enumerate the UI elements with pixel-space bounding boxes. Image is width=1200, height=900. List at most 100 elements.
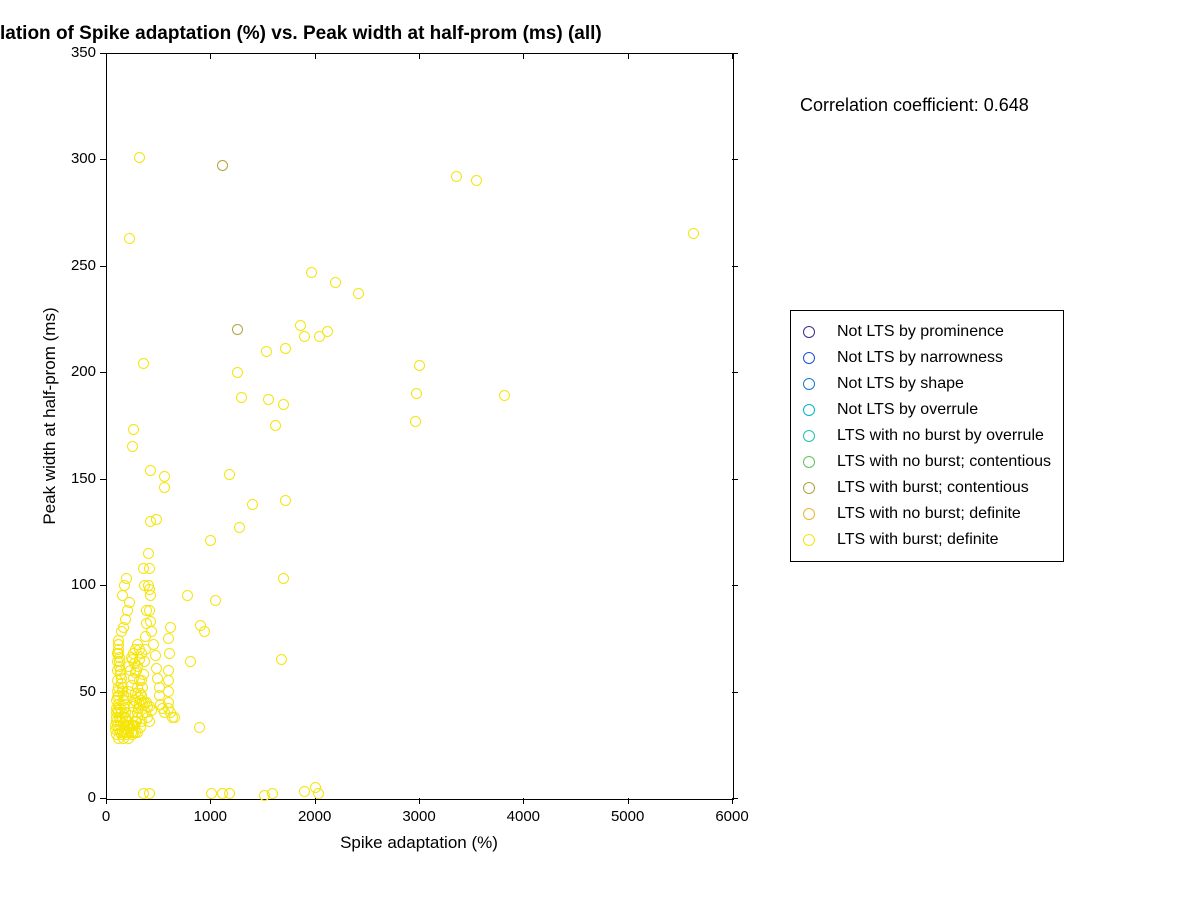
scatter-point (280, 495, 291, 506)
legend-label: LTS with burst; definite (837, 531, 999, 549)
y-tick (732, 372, 738, 373)
x-axis-label: Spike adaptation (%) (106, 833, 732, 853)
scatter-point (145, 465, 156, 476)
legend-item: LTS with no burst; definite (803, 501, 1051, 527)
x-tick-label: 4000 (498, 808, 548, 825)
scatter-point (151, 663, 162, 674)
y-tick (100, 479, 106, 480)
chart-title: lation of Spike adaptation (%) vs. Peak … (0, 23, 602, 45)
legend-label: LTS with no burst by overrule (837, 427, 1044, 445)
y-tick (732, 692, 738, 693)
legend-marker-icon (803, 456, 815, 468)
y-tick (732, 266, 738, 267)
x-tick (315, 798, 316, 804)
scatter-point (314, 331, 325, 342)
y-tick (100, 372, 106, 373)
legend-marker-icon (803, 404, 815, 416)
y-tick (100, 53, 106, 54)
scatter-point (163, 633, 174, 644)
scatter-point (169, 712, 180, 723)
scatter-point (232, 367, 243, 378)
x-tick-label: 5000 (603, 808, 653, 825)
y-axis-label: Peak width at half-prom (ms) (40, 291, 60, 541)
y-tick-label: 350 (71, 44, 96, 61)
scatter-point (205, 535, 216, 546)
x-tick (106, 798, 107, 804)
legend: Not LTS by prominence Not LTS by narrowne… (790, 310, 1064, 562)
legend-label: Not LTS by prominence (837, 323, 1004, 341)
y-tick (100, 692, 106, 693)
scatter-point (414, 360, 425, 371)
legend-item: LTS with no burst by overrule (803, 423, 1051, 449)
scatter-point (143, 548, 154, 559)
legend-marker-icon (803, 534, 815, 546)
scatter-point (299, 786, 310, 797)
scatter-point (353, 288, 364, 299)
x-tick-label: 2000 (290, 808, 340, 825)
y-tick (732, 159, 738, 160)
y-tick-label: 150 (71, 470, 96, 487)
x-tick-label: 0 (81, 808, 131, 825)
scatter-point (163, 665, 174, 676)
legend-item: Not LTS by narrowness (803, 345, 1051, 371)
scatter-point (127, 441, 138, 452)
x-tick (628, 53, 629, 59)
legend-label: LTS with no burst; definite (837, 505, 1021, 523)
legend-label: Not LTS by narrowness (837, 349, 1003, 367)
y-tick-label: 100 (71, 576, 96, 593)
x-tick-label: 3000 (394, 808, 444, 825)
legend-label: Not LTS by shape (837, 375, 964, 393)
scatter-point (278, 399, 289, 410)
scatter-point (164, 648, 175, 659)
legend-marker-icon (803, 482, 815, 494)
x-tick (523, 798, 524, 804)
scatter-point (159, 482, 170, 493)
x-tick-label: 6000 (707, 808, 757, 825)
legend-item: LTS with no burst; contentious (803, 449, 1051, 475)
scatter-point (134, 644, 145, 655)
scatter-point (224, 469, 235, 480)
scatter-point (112, 665, 123, 676)
x-tick (315, 53, 316, 59)
y-tick (732, 585, 738, 586)
scatter-point (451, 171, 462, 182)
y-tick-label: 200 (71, 363, 96, 380)
legend-item: LTS with burst; definite (803, 527, 1051, 553)
x-tick (106, 53, 107, 59)
scatter-point (261, 346, 272, 357)
scatter-point (471, 175, 482, 186)
scatter-point (128, 424, 139, 435)
y-tick (100, 266, 106, 267)
scatter-point (295, 320, 306, 331)
x-tick (628, 798, 629, 804)
scatter-point (152, 673, 163, 684)
scatter-point (247, 499, 258, 510)
legend-marker-icon (803, 326, 815, 338)
legend-marker-icon (803, 378, 815, 390)
legend-label: Not LTS by overrule (837, 401, 978, 419)
y-tick (732, 798, 738, 799)
legend-item: Not LTS by prominence (803, 319, 1051, 345)
y-tick-label: 250 (71, 257, 96, 274)
y-tick (100, 585, 106, 586)
y-tick (100, 159, 106, 160)
legend-item: LTS with burst; contentious (803, 475, 1051, 501)
scatter-point (159, 471, 170, 482)
y-tick-label: 0 (88, 789, 96, 806)
scatter-point (138, 563, 149, 574)
scatter-point (306, 267, 317, 278)
correlation-annotation: Correlation coefficient: 0.648 (800, 95, 1029, 116)
x-tick (419, 53, 420, 59)
y-tick (732, 479, 738, 480)
y-tick (732, 53, 738, 54)
x-tick (419, 798, 420, 804)
y-tick-label: 300 (71, 150, 96, 167)
y-tick-label: 50 (79, 683, 96, 700)
legend-label: LTS with no burst; contentious (837, 453, 1051, 471)
legend-marker-icon (803, 430, 815, 442)
scatter-point (299, 331, 310, 342)
x-tick-label: 1000 (185, 808, 235, 825)
legend-item: Not LTS by overrule (803, 397, 1051, 423)
scatter-point (131, 665, 142, 676)
legend-item: Not LTS by shape (803, 371, 1051, 397)
